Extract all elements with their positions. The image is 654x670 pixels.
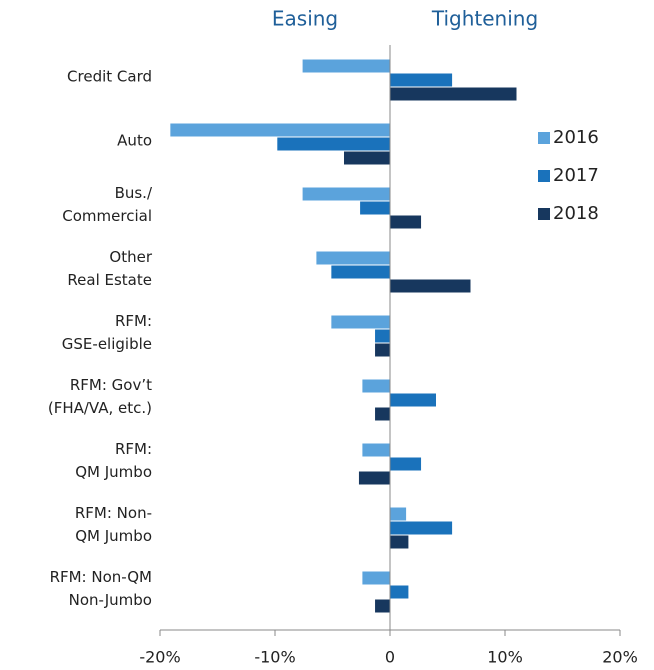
tightening-header: Tightening <box>431 7 538 31</box>
category-label: RFM: <box>115 440 152 458</box>
bar <box>375 329 390 343</box>
category-label: QM Jumbo <box>75 527 152 545</box>
bar <box>390 279 471 293</box>
category-label: RFM: Gov’t <box>70 376 152 394</box>
bar <box>375 407 390 421</box>
category-label: RFM: <box>115 312 152 330</box>
legend-label: 2018 <box>553 203 599 224</box>
bar <box>362 443 390 457</box>
legend-swatch <box>538 208 550 220</box>
bar <box>316 251 390 265</box>
bar <box>375 599 390 613</box>
legend-label: 2017 <box>553 165 599 186</box>
bar <box>362 379 390 393</box>
x-tick-label: 10% <box>487 648 523 667</box>
x-tick-label: -10% <box>254 648 295 667</box>
category-label: Auto <box>117 132 152 150</box>
bar <box>390 585 409 599</box>
bar <box>358 471 390 485</box>
legend-swatch <box>538 170 550 182</box>
bar <box>390 393 436 407</box>
category-label: Other <box>109 248 152 266</box>
category-label: Bus./ <box>115 184 153 202</box>
category-label: Non-Jumbo <box>69 591 152 609</box>
category-label: RFM: Non- <box>75 504 152 522</box>
easing-header: Easing <box>272 7 338 31</box>
bar <box>360 201 390 215</box>
bar <box>277 137 390 151</box>
category-label: Credit Card <box>67 68 152 86</box>
bar <box>302 187 390 201</box>
bar <box>331 265 390 279</box>
bar <box>375 343 390 357</box>
category-label: (FHA/VA, etc.) <box>48 399 152 417</box>
bar <box>302 59 390 73</box>
x-tick-label: 0 <box>385 648 395 667</box>
legend-swatch <box>538 132 550 144</box>
category-label: Real Estate <box>67 271 152 289</box>
category-label: QM Jumbo <box>75 463 152 481</box>
bar <box>170 123 390 137</box>
bar <box>344 151 390 165</box>
x-tick-label: 20% <box>602 648 638 667</box>
bar <box>331 315 390 329</box>
bar <box>390 87 517 101</box>
bar <box>390 215 422 229</box>
bar <box>390 457 422 471</box>
bar <box>390 521 453 535</box>
bar <box>390 507 407 521</box>
bar <box>390 535 409 549</box>
category-label: GSE-eligible <box>62 335 152 353</box>
bar <box>390 73 453 87</box>
x-tick-label: -20% <box>139 648 180 667</box>
category-label: Commercial <box>62 207 152 225</box>
legend-label: 2016 <box>553 127 599 148</box>
category-label: RFM: Non-QM <box>50 568 152 586</box>
bar <box>362 571 390 585</box>
